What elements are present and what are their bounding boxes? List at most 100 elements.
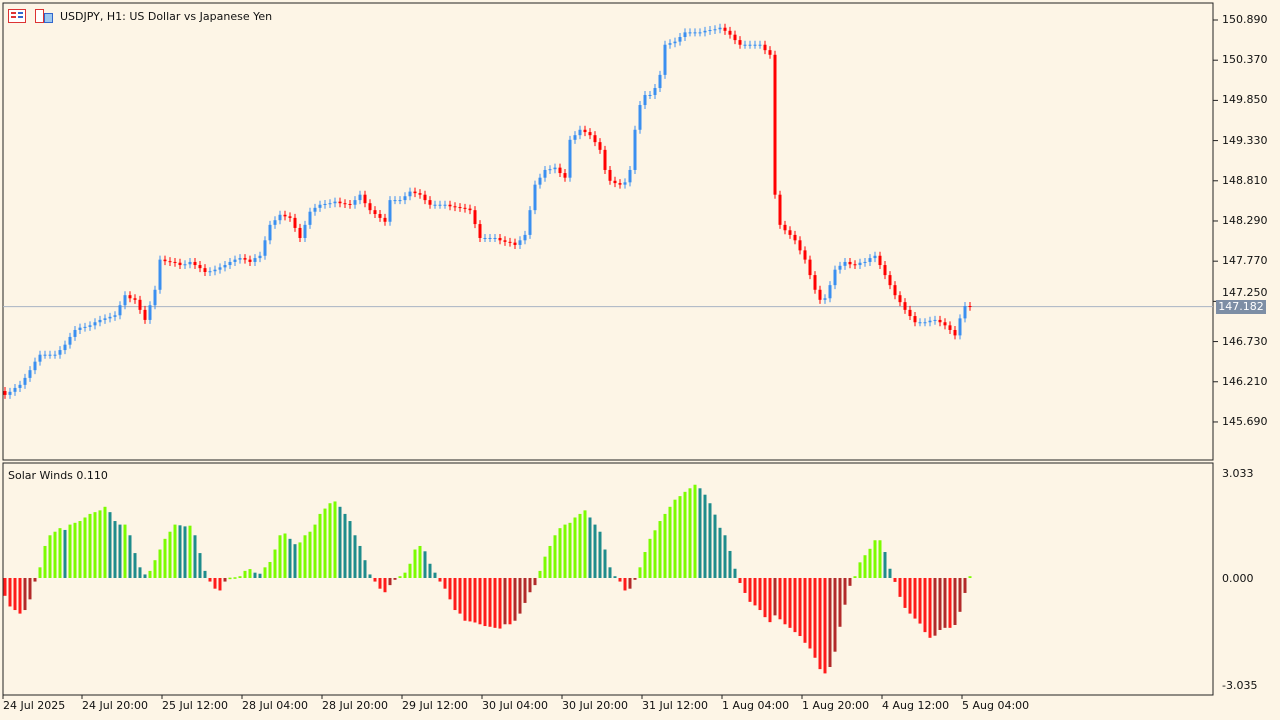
bear-candle xyxy=(563,173,567,178)
bear-candle xyxy=(883,265,887,276)
market-watch-icon[interactable] xyxy=(8,8,26,23)
histogram-bar xyxy=(543,556,547,578)
histogram-bar xyxy=(948,578,952,628)
histogram-bar xyxy=(248,569,252,578)
bull-candle xyxy=(578,129,582,136)
histogram-bar xyxy=(63,529,67,578)
bull-candle xyxy=(548,169,552,171)
histogram-bar xyxy=(343,513,347,578)
histogram-bar xyxy=(508,578,512,625)
bull-candle xyxy=(648,94,652,96)
histogram-bar xyxy=(253,572,257,578)
bear-candle xyxy=(778,194,782,225)
time-tick-label: 5 Aug 04:00 xyxy=(962,699,1030,712)
bull-candle xyxy=(748,44,752,46)
histogram-bar xyxy=(798,578,802,637)
main-chart-frame xyxy=(2,2,1214,461)
bull-candle xyxy=(403,196,407,201)
histogram-bar xyxy=(103,506,107,578)
bull-candle xyxy=(33,361,37,371)
histogram-bar xyxy=(328,503,332,578)
bull-candle xyxy=(628,169,632,183)
histogram-bar xyxy=(448,578,452,600)
bull-candle xyxy=(833,269,837,286)
indicator-tick-label: -3.035 xyxy=(1222,679,1258,692)
histogram-bar xyxy=(928,578,932,638)
histogram-bar xyxy=(803,578,807,643)
histogram-bar xyxy=(458,578,462,614)
histogram-bar xyxy=(348,521,352,578)
histogram-bar xyxy=(498,578,502,629)
bull-candle xyxy=(698,32,702,34)
histogram-bar xyxy=(353,535,357,578)
histogram-bar xyxy=(113,521,117,578)
histogram-bar xyxy=(728,550,732,578)
histogram-bar xyxy=(758,578,762,611)
histogram-bar xyxy=(158,549,162,578)
histogram-bar xyxy=(153,560,157,578)
bear-candle xyxy=(803,250,807,260)
histogram-bar xyxy=(663,513,667,578)
bull-candle xyxy=(688,32,692,34)
histogram-bar xyxy=(13,578,17,611)
histogram-bar xyxy=(548,545,552,578)
bear-candle xyxy=(598,142,602,150)
histogram-bar xyxy=(198,553,202,578)
histogram-bar xyxy=(943,578,947,628)
histogram-bar xyxy=(958,578,962,612)
bull-candle xyxy=(388,200,392,222)
bull-candle xyxy=(53,354,57,356)
histogram-bar xyxy=(823,578,827,674)
bull-candle xyxy=(718,27,722,30)
bull-candle xyxy=(668,43,672,45)
bear-candle xyxy=(763,44,767,51)
bull-candle xyxy=(18,384,22,388)
bear-candle xyxy=(368,203,372,211)
bear-candle xyxy=(428,200,432,205)
bear-candle xyxy=(163,259,167,262)
bull-candle xyxy=(653,88,657,95)
bull-candle xyxy=(148,305,152,320)
histogram-bar xyxy=(133,553,137,578)
histogram-bar xyxy=(453,578,457,611)
histogram-bar xyxy=(463,578,467,621)
bear-candle xyxy=(283,214,287,217)
histogram-bar xyxy=(643,552,647,578)
bull-candle xyxy=(758,44,762,46)
histogram-bar xyxy=(853,576,857,578)
histogram-bar xyxy=(263,567,267,578)
histogram-bar xyxy=(693,484,697,578)
histogram-bar xyxy=(608,567,612,578)
histogram-bar xyxy=(398,576,402,578)
bull-candle xyxy=(233,259,237,262)
histogram-bar xyxy=(148,570,152,578)
bear-candle xyxy=(593,135,597,143)
chart-window-icon[interactable] xyxy=(35,8,53,23)
bull-candle xyxy=(868,258,872,262)
bull-candle xyxy=(28,370,32,378)
bull-candle xyxy=(828,285,832,299)
bear-candle xyxy=(473,210,477,225)
histogram-bar xyxy=(503,578,507,625)
bear-candle xyxy=(723,27,727,31)
histogram-bar xyxy=(878,540,882,578)
bear-candle xyxy=(848,261,852,265)
bull-candle xyxy=(873,255,877,259)
bear-candle xyxy=(463,207,467,209)
histogram-bar xyxy=(918,578,922,624)
bull-candle xyxy=(393,200,397,202)
bull-candle xyxy=(958,318,962,336)
histogram-bar xyxy=(468,578,472,622)
histogram-bar xyxy=(58,528,62,578)
histogram-bar xyxy=(638,567,642,578)
histogram-bar xyxy=(473,578,477,623)
histogram-bar xyxy=(203,570,207,578)
bear-candle xyxy=(558,167,562,174)
histogram-bar xyxy=(838,578,842,627)
bull-candle xyxy=(358,194,362,201)
price-tick-label: 146.730 xyxy=(1222,334,1268,348)
histogram-bar xyxy=(858,562,862,578)
histogram-bar xyxy=(318,513,322,578)
time-tick-label: 30 Jul 20:00 xyxy=(562,699,628,712)
